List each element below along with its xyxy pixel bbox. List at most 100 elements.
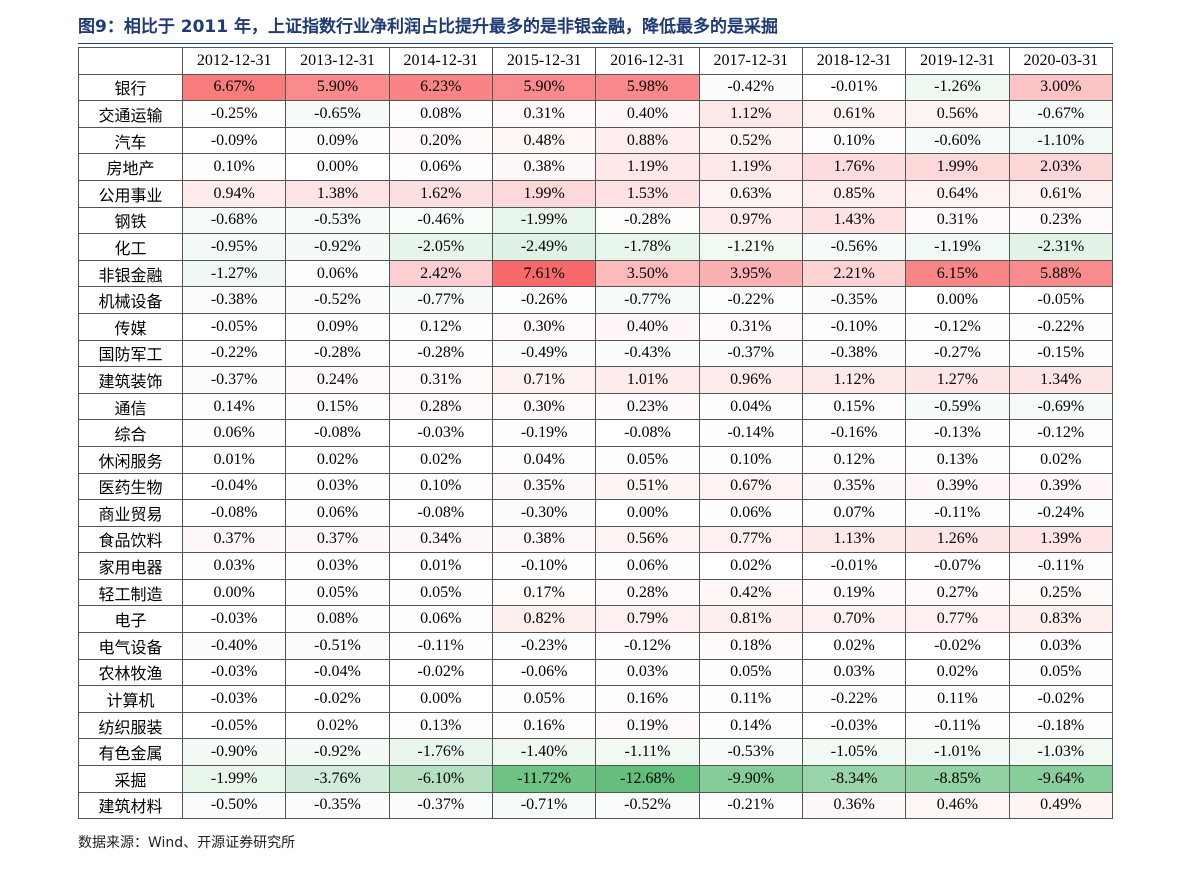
value-cell: -0.04% <box>285 658 390 687</box>
value-cell: -0.30% <box>491 499 597 527</box>
value-cell: -11.72% <box>491 765 597 793</box>
column-header: 2020-03-31 <box>1008 47 1114 75</box>
value-cell: 0.02% <box>801 632 907 660</box>
data-row: 电子 -0.03% 0.08% 0.06% 0.82% 0.79% 0.81% 0.70% 0.… <box>78 605 1114 634</box>
value-cell: -1.03% <box>1008 738 1114 767</box>
value-cell: 0.83% <box>1008 605 1114 634</box>
value-cell: 0.03% <box>285 552 390 580</box>
row-label: 建筑材料 <box>78 791 183 820</box>
value-cell: -0.12% <box>905 312 1010 341</box>
row-label: 公用事业 <box>78 179 183 208</box>
value-cell: -0.90% <box>181 738 287 767</box>
value-cell: -0.27% <box>905 339 1010 368</box>
row-label: 计算机 <box>78 685 183 713</box>
value-cell: 6.23% <box>388 73 493 102</box>
value-cell: -0.10% <box>801 312 907 341</box>
value-cell: 0.20% <box>388 126 493 155</box>
value-cell: 2.21% <box>801 259 907 288</box>
data-row: 轻工制造 0.00% 0.05% 0.05% 0.17% 0.28% 0.42% 0.19% 0… <box>78 578 1114 607</box>
value-cell: 0.23% <box>595 392 700 421</box>
value-cell: 0.14% <box>181 392 287 421</box>
value-cell: -1.27% <box>181 259 287 288</box>
value-cell: -0.01% <box>801 552 907 580</box>
value-cell: 5.88% <box>1008 259 1114 288</box>
value-cell: 0.96% <box>698 366 803 394</box>
value-cell: -0.60% <box>905 126 1010 155</box>
data-row: 商业贸易 -0.08% 0.06% -0.08% -0.30% 0.00% 0.06% 0.0… <box>78 499 1114 527</box>
value-cell: 3.00% <box>1008 73 1114 102</box>
value-cell: 0.31% <box>698 312 803 341</box>
value-cell: 2.42% <box>388 259 493 288</box>
value-cell: -0.16% <box>801 419 907 447</box>
value-cell: -0.11% <box>388 632 493 660</box>
value-cell: -0.37% <box>698 339 803 368</box>
value-cell: -0.15% <box>1008 339 1114 368</box>
data-row: 食品饮料 0.37% 0.37% 0.34% 0.38% 0.56% 0.77% 1.13% 1… <box>78 525 1114 554</box>
column-header: 2013-12-31 <box>285 47 390 75</box>
row-label: 房地产 <box>78 153 183 181</box>
value-cell: -0.77% <box>595 286 700 314</box>
value-cell: -0.08% <box>595 419 700 447</box>
value-cell: -1.40% <box>491 738 597 767</box>
value-cell: 0.09% <box>285 312 390 341</box>
value-cell: -9.90% <box>698 765 803 793</box>
column-header: 2017-12-31 <box>698 47 803 75</box>
value-cell: -0.52% <box>595 791 700 820</box>
value-cell: -0.92% <box>285 738 390 767</box>
data-row: 有色金属 -0.90% -0.92% -1.76% -1.40% -1.11% -0.53%… <box>78 738 1114 767</box>
value-cell: 0.64% <box>905 179 1010 208</box>
value-cell: 0.49% <box>1008 791 1114 820</box>
value-cell: 0.17% <box>491 578 597 607</box>
data-row: 纺织服装 -0.05% 0.02% 0.13% 0.16% 0.19% 0.14% -0.03… <box>78 711 1114 740</box>
row-label: 通信 <box>78 392 183 421</box>
value-cell: 0.52% <box>698 126 803 155</box>
value-cell: -0.24% <box>1008 499 1114 527</box>
data-row: 建筑材料 -0.50% -0.35% -0.37% -0.71% -0.52% -0.21%… <box>78 791 1114 820</box>
value-cell: -9.64% <box>1008 765 1114 793</box>
value-cell: -0.65% <box>285 100 390 128</box>
value-cell: -0.56% <box>801 233 907 261</box>
data-row: 公用事业 0.94% 1.38% 1.62% 1.99% 1.53% 0.63% 0.85% 0… <box>78 179 1114 208</box>
value-cell: 0.24% <box>285 366 390 394</box>
value-cell: 0.06% <box>181 419 287 447</box>
value-cell: 0.71% <box>491 366 597 394</box>
value-cell: 0.42% <box>698 578 803 607</box>
value-cell: -2.49% <box>491 233 597 261</box>
value-cell: 0.02% <box>388 445 493 474</box>
value-cell: -0.04% <box>181 472 287 501</box>
value-cell: -0.08% <box>285 419 390 447</box>
value-cell: 0.05% <box>595 445 700 474</box>
value-cell: 0.05% <box>698 658 803 687</box>
value-cell: 0.01% <box>181 445 287 474</box>
value-cell: -0.03% <box>181 605 287 634</box>
value-cell: -0.77% <box>388 286 493 314</box>
data-row: 农林牧渔 -0.03% -0.04% -0.02% -0.06% 0.03% 0.05% 0.… <box>78 658 1114 687</box>
column-header: 2015-12-31 <box>491 47 597 75</box>
value-cell: -0.43% <box>595 339 700 368</box>
value-cell: 0.00% <box>595 499 700 527</box>
value-cell: 0.11% <box>698 685 803 713</box>
value-cell: -0.59% <box>905 392 1010 421</box>
value-cell: 0.35% <box>491 472 597 501</box>
value-cell: 0.39% <box>905 472 1010 501</box>
data-row: 银行 6.67% 5.90% 6.23% 5.90% 5.98% -0.42% -0.01% -… <box>78 73 1114 102</box>
row-label: 有色金属 <box>78 738 183 767</box>
value-cell: 0.05% <box>285 578 390 607</box>
value-cell: 0.02% <box>285 711 390 740</box>
value-cell: 0.10% <box>801 126 907 155</box>
value-cell: 0.15% <box>285 392 390 421</box>
value-cell: 0.15% <box>801 392 907 421</box>
value-cell: 0.01% <box>388 552 493 580</box>
value-cell: -0.69% <box>1008 392 1114 421</box>
value-cell: -0.22% <box>801 685 907 713</box>
value-cell: 0.56% <box>905 100 1010 128</box>
value-cell: -0.22% <box>1008 312 1114 341</box>
value-cell: 0.28% <box>595 578 700 607</box>
value-cell: -0.09% <box>181 126 287 155</box>
value-cell: -0.08% <box>181 499 287 527</box>
row-label: 机械设备 <box>78 286 183 314</box>
value-cell: 0.18% <box>698 632 803 660</box>
value-cell: -1.01% <box>905 738 1010 767</box>
data-row: 休闲服务 0.01% 0.02% 0.02% 0.04% 0.05% 0.10% 0.12% 0… <box>78 445 1114 474</box>
value-cell: -1.76% <box>388 738 493 767</box>
